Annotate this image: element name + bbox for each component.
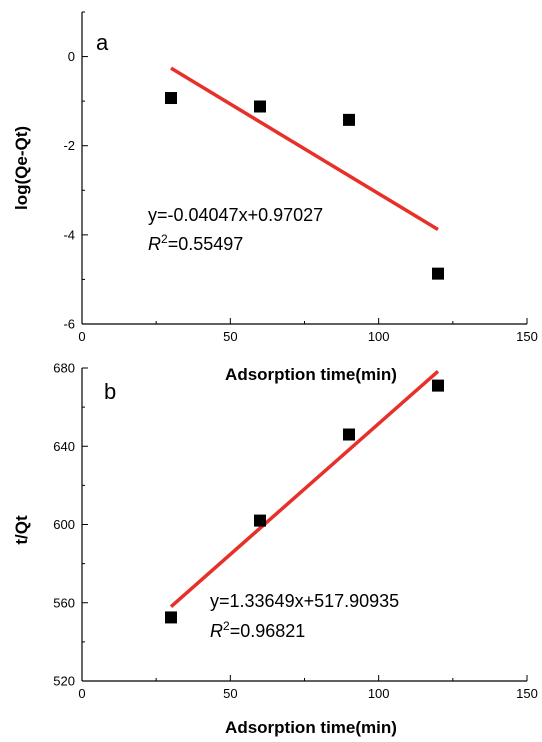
panel-b-x-tick-label: 150	[516, 686, 538, 701]
panel-a-x-tick-label: 150	[516, 329, 538, 344]
panel-b-fit-line	[169, 370, 440, 608]
panel-a-y-tick-label: 0	[68, 49, 75, 64]
panel-a-data-point	[343, 113, 355, 126]
panel-a-x-tick-label: 100	[368, 329, 390, 344]
panel-b-r2-symbol: R	[210, 621, 223, 641]
panel-b-data-point	[254, 514, 266, 527]
panel-b: b y=1.33649x+517.90935 R2=0.96821 Adsorp…	[12, 361, 538, 738]
panel-a-r2-symbol: R	[148, 234, 161, 254]
panel-b-r2-value: =0.96821	[230, 621, 306, 641]
panel-b-y-tick-label: 680	[53, 361, 75, 376]
panel-a-y-tick-label: -2	[63, 138, 75, 153]
panel-b-letter: b	[104, 379, 116, 404]
panel-b-x-tick-label: 100	[368, 686, 390, 701]
panel-a-data-point	[254, 100, 266, 113]
panel-b-y-tick-label: 600	[53, 517, 75, 532]
panel-b-x-axis-title: Adsorption time(min)	[225, 718, 397, 737]
panel-a-y-axis-title: log(Qe-Qt)	[12, 126, 31, 210]
panel-a-data-point	[432, 267, 444, 280]
panel-b-equation: y=1.33649x+517.90935	[210, 591, 399, 611]
panel-a-r2: R2=0.55497	[148, 232, 243, 254]
panel-b-data-point	[343, 428, 355, 441]
panel-a: a y=-0.04047x+0.97027 R2=0.55497 Adsorpt…	[12, 11, 538, 384]
panel-a-fit-line	[170, 66, 439, 232]
panel-b-y-tick-label: 520	[53, 674, 75, 689]
panel-a-x-tick-label: 50	[223, 329, 237, 344]
panel-a-letter: a	[96, 30, 109, 55]
panel-b-y-axis-title: t/Qt	[12, 515, 31, 545]
panel-a-r2-exponent: 2	[161, 232, 168, 246]
panel-a-data-point	[165, 92, 177, 105]
panel-a-equation: y=-0.04047x+0.97027	[148, 205, 323, 225]
panel-b-y-tick-label: 640	[53, 439, 75, 454]
panel-b-x-tick-label: 50	[223, 686, 237, 701]
panel-a-x-axis-title: Adsorption time(min)	[225, 365, 397, 384]
panel-b-x-tick-label: 0	[78, 686, 85, 701]
panel-b-data-point	[165, 611, 177, 624]
panel-a-x-tick-label: 0	[78, 329, 85, 344]
panel-b-r2: R2=0.96821	[210, 619, 305, 641]
panel-a-y-tick-label: -4	[63, 227, 75, 242]
panel-b-r2-exponent: 2	[223, 619, 230, 633]
panel-a-r2-value: =0.55497	[168, 234, 244, 254]
panel-b-y-tick-label: 560	[53, 595, 75, 610]
panel-b-data-point	[432, 379, 444, 392]
panel-a-y-tick-label: -6	[63, 317, 75, 332]
